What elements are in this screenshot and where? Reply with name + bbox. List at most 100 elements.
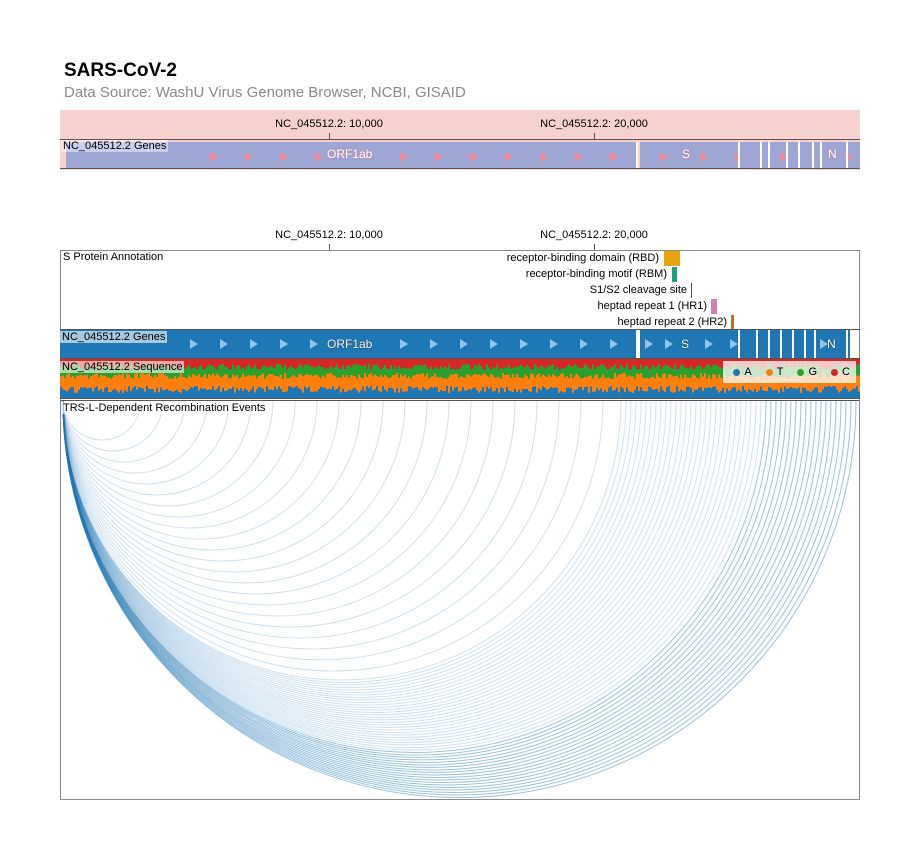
recombination-arc [62,401,672,706]
recombination-arc [62,401,667,703]
recombination-arc [62,401,406,573]
recombination-arc [62,401,657,698]
recombination-arcs [62,401,857,798]
recombination-arc [62,401,747,743]
annotation-hr2-label: heptad repeat 2 (HR2) [617,316,727,328]
sequence-track[interactable]: A T G C [60,359,860,399]
detail-gene-s-label: S [681,337,690,351]
recombination-arc [62,401,662,701]
recombination-arc [62,401,787,763]
detail-gene-separators [636,330,848,358]
recombination-arc [62,401,717,728]
recombination-arc [62,401,857,798]
recombination-arc [62,401,647,693]
recombination-arc [62,401,637,688]
recombination-arc [62,401,852,796]
recombination-arc [62,401,472,606]
overview-gene-block[interactable] [640,142,860,168]
overview-tick-mark [329,133,330,139]
detail-tick-10000: NC_045512.2: 10,000 [275,229,383,241]
recombination-arc [62,401,252,496]
recombination-arc [62,401,772,756]
recombination-arc [62,401,797,768]
recombination-arc [62,401,727,733]
recombination-arc [62,401,677,708]
recombination-arc [62,401,722,731]
overview-genes-track[interactable]: ORF1ab S N [60,139,860,169]
recombination-arc [62,401,340,540]
recombination-arc [62,401,582,661]
recombination-arc [62,401,428,584]
overview-tick-mark [594,133,595,139]
recombination-arc [62,401,296,518]
overview-gene-s-label: S [682,147,691,161]
recombination-arc [62,401,622,681]
detail-tick-20000: NC_045512.2: 20,000 [540,229,648,241]
detail-gene-orf1ab-label: ORF1ab [327,337,373,351]
detail-panel[interactable]: S Protein Annotation receptor-binding do… [60,250,860,800]
legend-dot-g [797,368,805,376]
recombination-arc [62,401,142,441]
annotation-rbm-bar[interactable] [672,267,677,282]
recombination-arc [62,401,692,716]
legend-label-a: A [744,366,752,378]
recombination-track-label: TRS-L-Dependent Recombination Events [61,402,268,414]
recombination-arc [62,401,186,463]
detail-genes-label: NC_045512.2 Genes [60,331,168,343]
recombination-arc [62,401,802,771]
recombination-arc [62,401,762,751]
recombination-arc [62,401,702,721]
annotation-cleavage-label: S1/S2 cleavage site [589,284,687,296]
legend-dot-a [733,368,741,376]
recombination-arc [62,401,742,741]
annotation-cleavage-bar[interactable] [691,283,692,298]
annotation-rbm-label: receptor-binding motif (RBM) [525,268,667,280]
recombination-arc [62,401,362,551]
detail-tick-mark [594,244,595,250]
recombination-arc [62,401,318,529]
overview-gene-separators [636,142,848,168]
recombination-arc [62,401,627,683]
overview-gene-n-label: N [828,147,837,161]
overview-genes-label: NC_045512.2 Genes [61,140,169,152]
recombination-arc [62,401,697,718]
page-subtitle: Data Source: WashU Virus Genome Browser,… [64,84,466,101]
recombination-arc [62,401,682,711]
recombination-arc [62,401,632,686]
recombination-arc [62,401,767,753]
legend-label-t: T [776,366,784,378]
recombination-arc [62,401,847,793]
recombination-arc [62,401,732,736]
recombination-arc [62,401,712,726]
legend-dot-t [765,368,773,376]
recombination-arc [62,401,604,672]
recombination-arc [62,401,687,713]
recombination-arc [62,401,560,650]
recombination-arc [62,401,516,628]
annotation-rbd-label: receptor-binding domain (RBD) [506,252,659,264]
recombination-arc [62,401,832,786]
recombination-arc [62,401,652,696]
recombination-arc [62,401,822,781]
recombination-arc [62,401,842,791]
overview-gene-arrows [210,152,853,162]
annotation-hr1-bar[interactable] [711,299,717,314]
annotation-rbd-bar[interactable] [664,251,680,266]
detail-gene-n-label: N [827,337,836,351]
recombination-track[interactable] [61,400,859,801]
recombination-arc [62,401,812,776]
recombination-arc [62,401,450,595]
recombination-arc [62,401,777,758]
recombination-arc [62,401,792,766]
sequence-track-label: NC_045512.2 Sequence [60,361,185,373]
recombination-arc [62,401,837,788]
legend-dot-c [831,368,839,376]
recombination-arc [62,401,164,452]
annotation-hr2-bar[interactable] [731,315,734,330]
recombination-arc [62,401,752,746]
detail-genes-track[interactable]: ORF1ab S N [60,329,860,359]
overview-gene-orf1ab-label: ORF1ab [327,147,373,161]
detail-tick-mark [329,244,330,250]
recombination-arc [62,401,707,723]
overview-tick-10000: NC_045512.2: 10,000 [275,118,383,130]
